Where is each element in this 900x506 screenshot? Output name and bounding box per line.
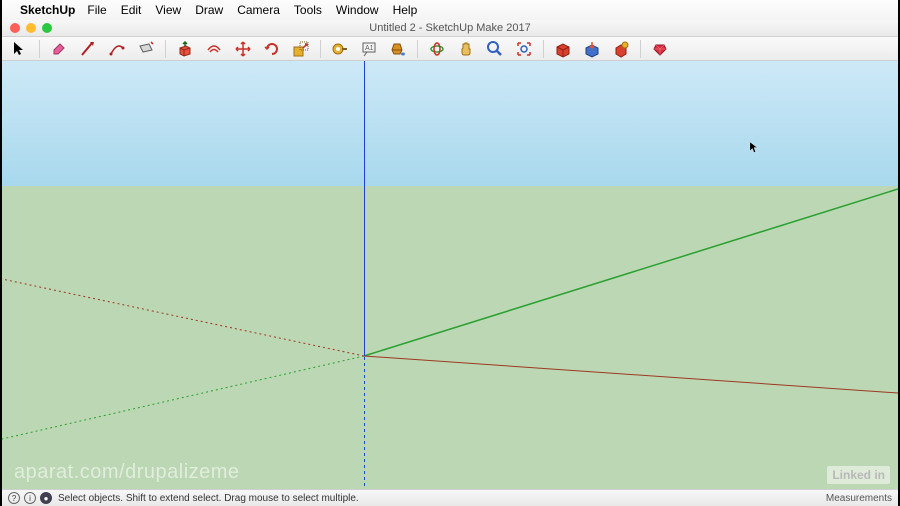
rotate-tool[interactable]: [262, 39, 282, 59]
menu-file[interactable]: File: [87, 3, 106, 17]
line-tool[interactable]: [78, 39, 98, 59]
info-icon[interactable]: i: [24, 492, 36, 504]
tape-tool[interactable]: [330, 39, 350, 59]
status-hint: Select objects. Shift to extend select. …: [58, 493, 359, 504]
menu-window[interactable]: Window: [336, 3, 379, 17]
extension-warehouse-tool[interactable]: [611, 39, 631, 59]
axes-lines: [2, 61, 898, 489]
zoom-extents-tool[interactable]: [514, 39, 534, 59]
viewport[interactable]: [2, 61, 898, 489]
minimize-button[interactable]: [26, 23, 36, 33]
separator: [417, 40, 418, 58]
arc-tool[interactable]: [107, 39, 127, 59]
blue-axis: [364, 61, 365, 356]
menubar: SketchUp File Edit View Draw Camera Tool…: [2, 0, 898, 20]
window-titlebar: Untitled 2 - SketchUp Make 2017: [2, 20, 898, 37]
separator: [640, 40, 641, 58]
statusbar: ? i ● Select objects. Shift to extend se…: [2, 489, 898, 506]
rect-tool[interactable]: [136, 39, 156, 59]
menu-camera[interactable]: Camera: [237, 3, 280, 17]
help-icon[interactable]: ?: [8, 492, 20, 504]
menu-view[interactable]: View: [155, 3, 181, 17]
eraser-tool[interactable]: [49, 39, 69, 59]
select-tool[interactable]: [10, 39, 30, 59]
pan-tool[interactable]: [456, 39, 476, 59]
paint-tool[interactable]: [388, 39, 408, 59]
window-title: Untitled 2 - SketchUp Make 2017: [2, 22, 898, 34]
svg-text:A1: A1: [365, 45, 374, 52]
offset-tool[interactable]: [204, 39, 224, 59]
cursor-icon: [749, 141, 759, 155]
pushpull-tool[interactable]: [175, 39, 195, 59]
orbit-tool[interactable]: [427, 39, 447, 59]
menu-tools[interactable]: Tools: [294, 3, 322, 17]
move-tool[interactable]: [233, 39, 253, 59]
scale-tool[interactable]: [291, 39, 311, 59]
menu-app-name[interactable]: SketchUp: [20, 3, 75, 17]
blue-axis-dash: [364, 357, 365, 489]
ruby-tool[interactable]: [650, 39, 670, 59]
measurements-label: Measurements: [826, 493, 892, 504]
menu-draw[interactable]: Draw: [195, 3, 223, 17]
zoom-button[interactable]: [42, 23, 52, 33]
separator: [39, 40, 40, 58]
3dwarehouse-tool[interactable]: [553, 39, 573, 59]
close-button[interactable]: [10, 23, 20, 33]
user-icon[interactable]: ●: [40, 492, 52, 504]
zoom-tool[interactable]: [485, 39, 505, 59]
separator: [165, 40, 166, 58]
toolbar: A1: [2, 37, 898, 61]
menu-edit[interactable]: Edit: [121, 3, 142, 17]
menu-help[interactable]: Help: [393, 3, 418, 17]
separator: [543, 40, 544, 58]
get-models-tool[interactable]: [582, 39, 602, 59]
text-tool[interactable]: A1: [359, 39, 379, 59]
separator: [320, 40, 321, 58]
